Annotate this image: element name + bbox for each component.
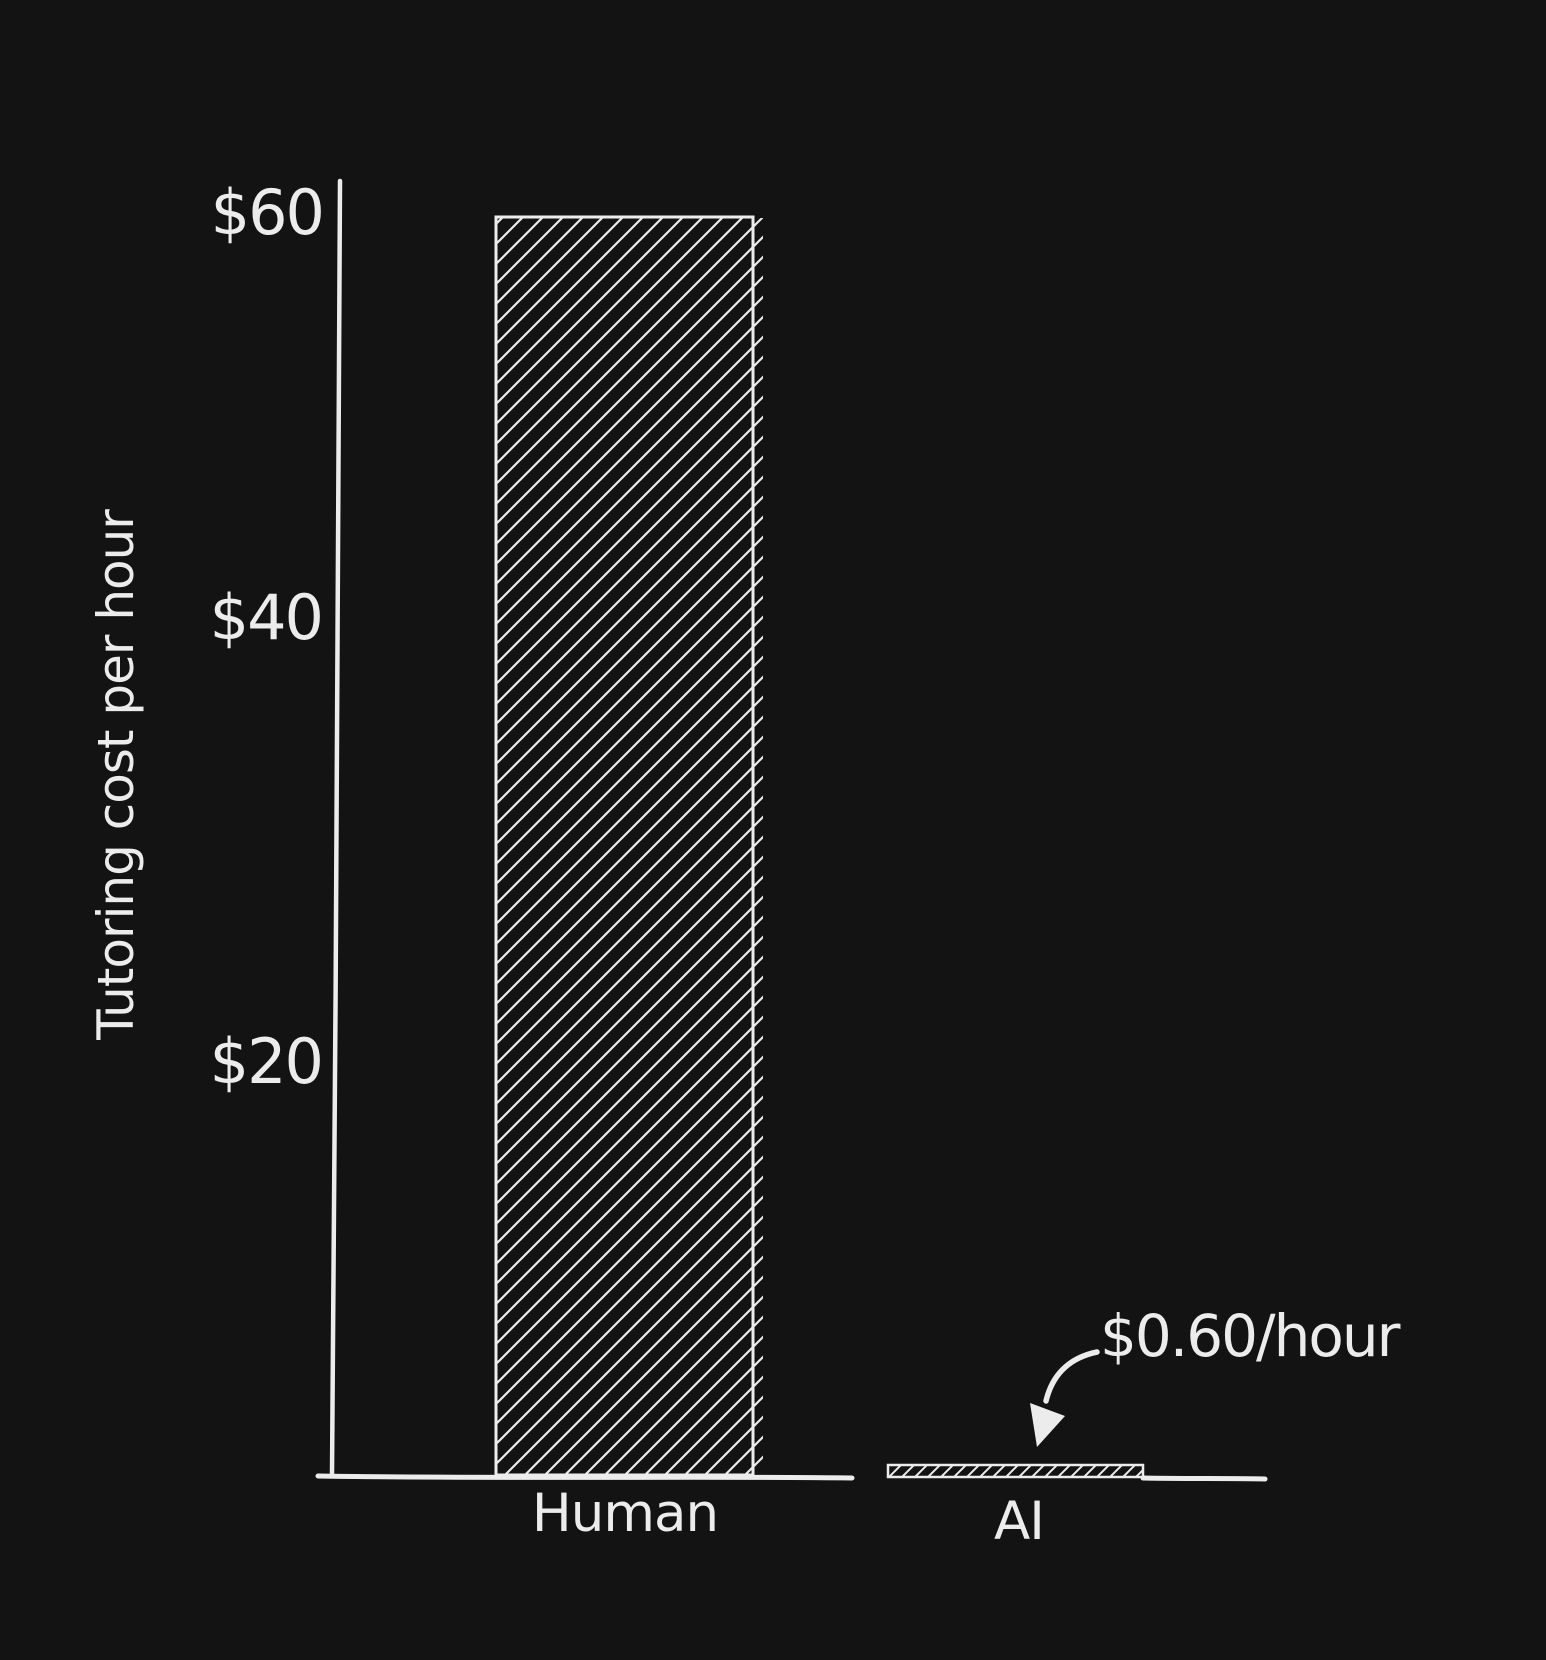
bar-human xyxy=(494,215,763,1477)
bar-human-outline xyxy=(494,215,755,1477)
annotation-ai-cost: $0.60/hour xyxy=(1030,1302,1403,1447)
y-axis-title: Tutoring cost per hour xyxy=(87,509,145,1041)
x-axis-line-left xyxy=(315,1473,855,1481)
y-axis-line xyxy=(329,178,343,1477)
bar-ai xyxy=(886,1463,1145,1479)
bar-ai-outline xyxy=(886,1463,1145,1479)
y-tick-label-60: $60 xyxy=(211,176,323,249)
bar-human-hatch-fill xyxy=(497,218,763,1474)
x-category-label-human: Human xyxy=(532,1483,718,1544)
annotation-arrowhead-icon xyxy=(1030,1403,1065,1447)
x-axis-line-right xyxy=(1140,1475,1268,1482)
y-tick-label-40: $40 xyxy=(210,581,322,654)
annotation-arrow-shaft xyxy=(1043,1349,1100,1404)
y-tick-label-20: $20 xyxy=(210,1025,322,1098)
annotation-text: $0.60/hour xyxy=(1100,1302,1401,1370)
x-category-label-ai: AI xyxy=(994,1491,1044,1552)
